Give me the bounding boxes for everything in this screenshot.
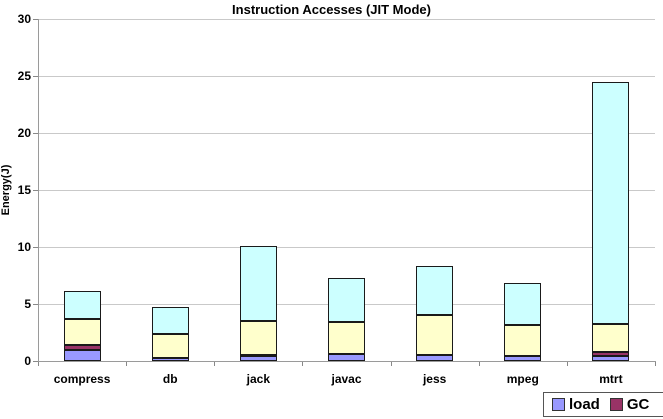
bar-segment	[63, 318, 101, 346]
x-category-label: mpeg	[506, 372, 539, 386]
y-axis-tick	[33, 133, 38, 134]
x-axis-tick	[478, 362, 480, 366]
x-axis-tick	[566, 362, 568, 366]
gridline	[38, 19, 655, 20]
x-category-label: javac	[331, 372, 362, 386]
legend-item-load: load	[552, 396, 600, 413]
bar-segment	[151, 306, 189, 334]
bar-segment	[416, 315, 454, 355]
legend-swatch-load-icon	[552, 398, 565, 411]
y-tick-label: 30	[17, 12, 31, 26]
x-category-label: db	[162, 372, 178, 386]
bar-segment	[328, 277, 365, 323]
bar-segment	[592, 81, 630, 324]
bar-segment	[504, 325, 542, 357]
bar-segment	[63, 345, 101, 351]
x-category-label: jack	[246, 372, 271, 386]
y-axis-tick	[33, 247, 38, 248]
legend-label: GC	[626, 396, 650, 413]
y-axis-tick	[33, 76, 38, 77]
bar-segment	[416, 354, 454, 361]
y-tick-label: 5	[24, 297, 31, 311]
bar-segment	[63, 290, 101, 319]
x-axis-line	[38, 361, 656, 362]
y-tick-label: 15	[17, 183, 31, 197]
x-axis-tick	[126, 362, 128, 366]
bar-segment	[151, 357, 189, 361]
chart-title: Instruction Accesses (JIT Mode)	[232, 2, 431, 17]
bar-segment	[239, 245, 277, 322]
legend: load GC	[543, 392, 663, 417]
gridline	[38, 133, 655, 134]
legend-swatch-gc-icon	[609, 398, 623, 411]
y-tick-label: 25	[17, 69, 31, 83]
bar-segment	[504, 282, 542, 326]
bar-segment	[239, 321, 277, 356]
y-axis-tick	[33, 304, 38, 305]
gridline	[38, 76, 655, 77]
bar-segment	[63, 350, 101, 361]
x-axis-tick	[38, 362, 39, 366]
y-axis-tick	[33, 19, 38, 20]
bar-segment	[504, 356, 542, 361]
y-axis-line	[38, 19, 39, 361]
x-category-label: jess	[422, 372, 447, 386]
bar-segment	[239, 355, 277, 358]
bar-segment	[416, 265, 454, 316]
legend-item-gc: GC	[609, 396, 650, 413]
bar-segment	[151, 333, 189, 358]
x-axis-tick	[214, 362, 216, 366]
y-tick-label: 20	[17, 126, 31, 140]
gridline	[38, 190, 655, 191]
bar-segment	[328, 322, 365, 355]
x-axis-tick	[302, 362, 304, 366]
x-category-label: compress	[53, 372, 111, 386]
y-axis-tick	[33, 361, 38, 362]
x-axis-tick	[390, 362, 392, 366]
bar-segment	[592, 355, 630, 361]
y-tick-label: 10	[17, 240, 31, 254]
bar-segment	[592, 323, 630, 353]
gridline	[38, 247, 655, 248]
x-axis-tick	[655, 362, 656, 366]
bar-segment	[328, 354, 365, 361]
x-category-label: mtrt	[599, 372, 623, 386]
legend-label: load	[569, 396, 600, 413]
y-tick-label: 0	[24, 354, 31, 368]
bar-segment	[592, 352, 630, 356]
y-axis-tick	[33, 190, 38, 191]
